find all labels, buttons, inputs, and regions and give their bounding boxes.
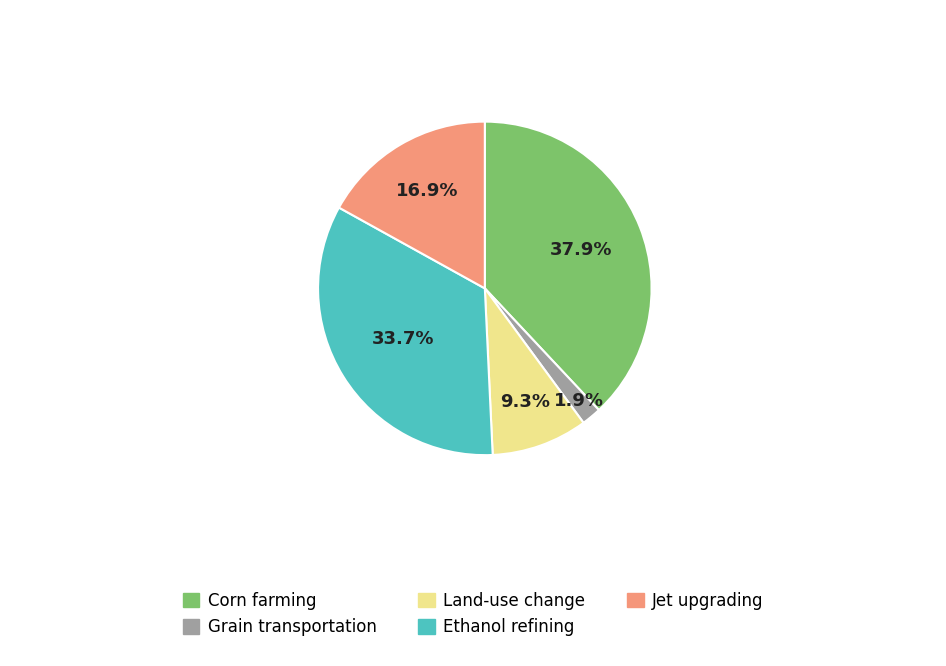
Wedge shape bbox=[484, 288, 599, 423]
Text: 37.9%: 37.9% bbox=[550, 241, 612, 259]
Wedge shape bbox=[318, 208, 493, 455]
Wedge shape bbox=[484, 122, 652, 410]
Text: 1.9%: 1.9% bbox=[553, 392, 604, 410]
Legend: Corn farming, Grain transportation, Land-use change, Ethanol refining, Jet upgra: Corn farming, Grain transportation, Land… bbox=[174, 583, 772, 644]
Text: 16.9%: 16.9% bbox=[396, 182, 459, 200]
Text: 33.7%: 33.7% bbox=[372, 330, 434, 348]
Wedge shape bbox=[339, 122, 485, 288]
Text: 9.3%: 9.3% bbox=[499, 392, 550, 410]
Wedge shape bbox=[484, 288, 584, 455]
